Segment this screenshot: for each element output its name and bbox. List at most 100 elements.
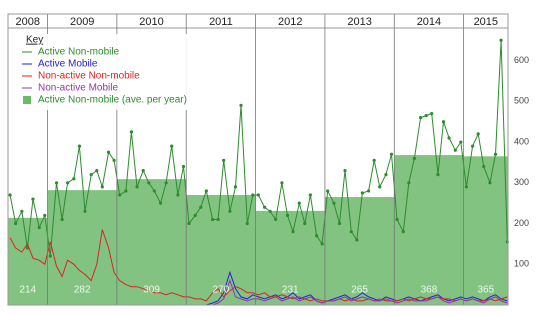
point bbox=[407, 181, 411, 185]
point bbox=[262, 205, 267, 209]
point bbox=[176, 193, 180, 197]
point bbox=[412, 156, 416, 160]
point bbox=[476, 132, 480, 136]
year-label: 2013 bbox=[347, 16, 371, 28]
year-label: 2014 bbox=[417, 16, 441, 28]
point bbox=[268, 209, 272, 213]
average-bar bbox=[255, 210, 325, 305]
point bbox=[256, 193, 260, 197]
point bbox=[320, 242, 324, 246]
point bbox=[401, 230, 405, 234]
legend-label: Non-active Mobile bbox=[38, 83, 118, 94]
point bbox=[124, 189, 128, 193]
point bbox=[308, 193, 312, 197]
point bbox=[499, 38, 503, 42]
point bbox=[164, 181, 168, 185]
point bbox=[222, 158, 226, 162]
point bbox=[297, 201, 301, 205]
point bbox=[89, 173, 93, 177]
point bbox=[187, 221, 191, 226]
point bbox=[118, 193, 122, 197]
legend-swatch bbox=[23, 96, 31, 104]
point bbox=[106, 150, 111, 154]
point bbox=[367, 189, 371, 193]
point bbox=[112, 158, 116, 162]
point bbox=[493, 152, 498, 156]
average-bar bbox=[394, 155, 464, 305]
legend-label: Active Non-mobile bbox=[38, 47, 120, 58]
average-label: 368 bbox=[421, 285, 438, 296]
point bbox=[20, 209, 24, 213]
y-tick-label: 100 bbox=[514, 259, 529, 269]
legend-label: Non-active Non-mobile bbox=[38, 71, 140, 82]
average-label: 270 bbox=[213, 285, 230, 296]
point bbox=[384, 173, 388, 177]
y-tick-label: 200 bbox=[514, 218, 529, 228]
point bbox=[453, 148, 457, 152]
point bbox=[14, 221, 18, 226]
year-label: 2015 bbox=[474, 16, 498, 28]
point bbox=[228, 209, 232, 213]
point bbox=[332, 201, 336, 205]
point bbox=[482, 164, 486, 169]
point bbox=[135, 185, 139, 189]
point bbox=[43, 213, 47, 217]
average-label: 309 bbox=[143, 285, 160, 296]
point bbox=[147, 181, 151, 185]
legend-label: Active Mobile bbox=[38, 59, 98, 70]
point bbox=[395, 217, 399, 222]
point bbox=[37, 226, 41, 230]
point bbox=[31, 197, 35, 201]
point bbox=[72, 177, 76, 181]
point bbox=[326, 189, 330, 193]
point bbox=[459, 140, 463, 144]
point bbox=[48, 254, 52, 258]
plot-border bbox=[7, 13, 509, 306]
legend-title: Key bbox=[26, 35, 43, 46]
year-label: 2010 bbox=[139, 16, 163, 28]
point bbox=[488, 181, 492, 185]
point bbox=[303, 221, 307, 226]
year-label: 2008 bbox=[16, 16, 40, 28]
point bbox=[285, 213, 290, 217]
y-tick-label: 400 bbox=[514, 136, 529, 146]
point bbox=[239, 103, 243, 107]
point bbox=[471, 144, 475, 148]
point bbox=[291, 230, 295, 234]
point bbox=[337, 221, 342, 226]
point bbox=[181, 164, 186, 169]
y-tick-label: 600 bbox=[514, 55, 529, 65]
point bbox=[170, 144, 174, 148]
year-label: 2011 bbox=[209, 16, 233, 28]
point bbox=[436, 173, 440, 177]
point bbox=[441, 120, 446, 124]
average-bar bbox=[47, 190, 117, 305]
series-line bbox=[9, 229, 508, 302]
point bbox=[274, 217, 278, 222]
point bbox=[54, 181, 59, 185]
point bbox=[464, 185, 468, 189]
point bbox=[83, 209, 87, 213]
point bbox=[193, 213, 197, 217]
year-label: 2012 bbox=[278, 16, 302, 28]
y-tick-label: 500 bbox=[514, 96, 529, 106]
point bbox=[372, 158, 376, 162]
point bbox=[210, 217, 215, 222]
point bbox=[60, 217, 64, 222]
point bbox=[430, 111, 434, 116]
average-label: 231 bbox=[282, 285, 299, 296]
point bbox=[349, 230, 353, 234]
average-bar bbox=[463, 156, 508, 305]
legend-box bbox=[14, 34, 192, 110]
point bbox=[314, 234, 319, 238]
point bbox=[419, 116, 423, 120]
point bbox=[424, 113, 428, 118]
average-bar bbox=[116, 179, 187, 305]
point bbox=[141, 168, 145, 173]
point bbox=[216, 217, 220, 222]
point bbox=[389, 152, 394, 156]
point bbox=[360, 191, 364, 195]
point bbox=[8, 193, 12, 197]
average-label: 282 bbox=[74, 285, 91, 296]
